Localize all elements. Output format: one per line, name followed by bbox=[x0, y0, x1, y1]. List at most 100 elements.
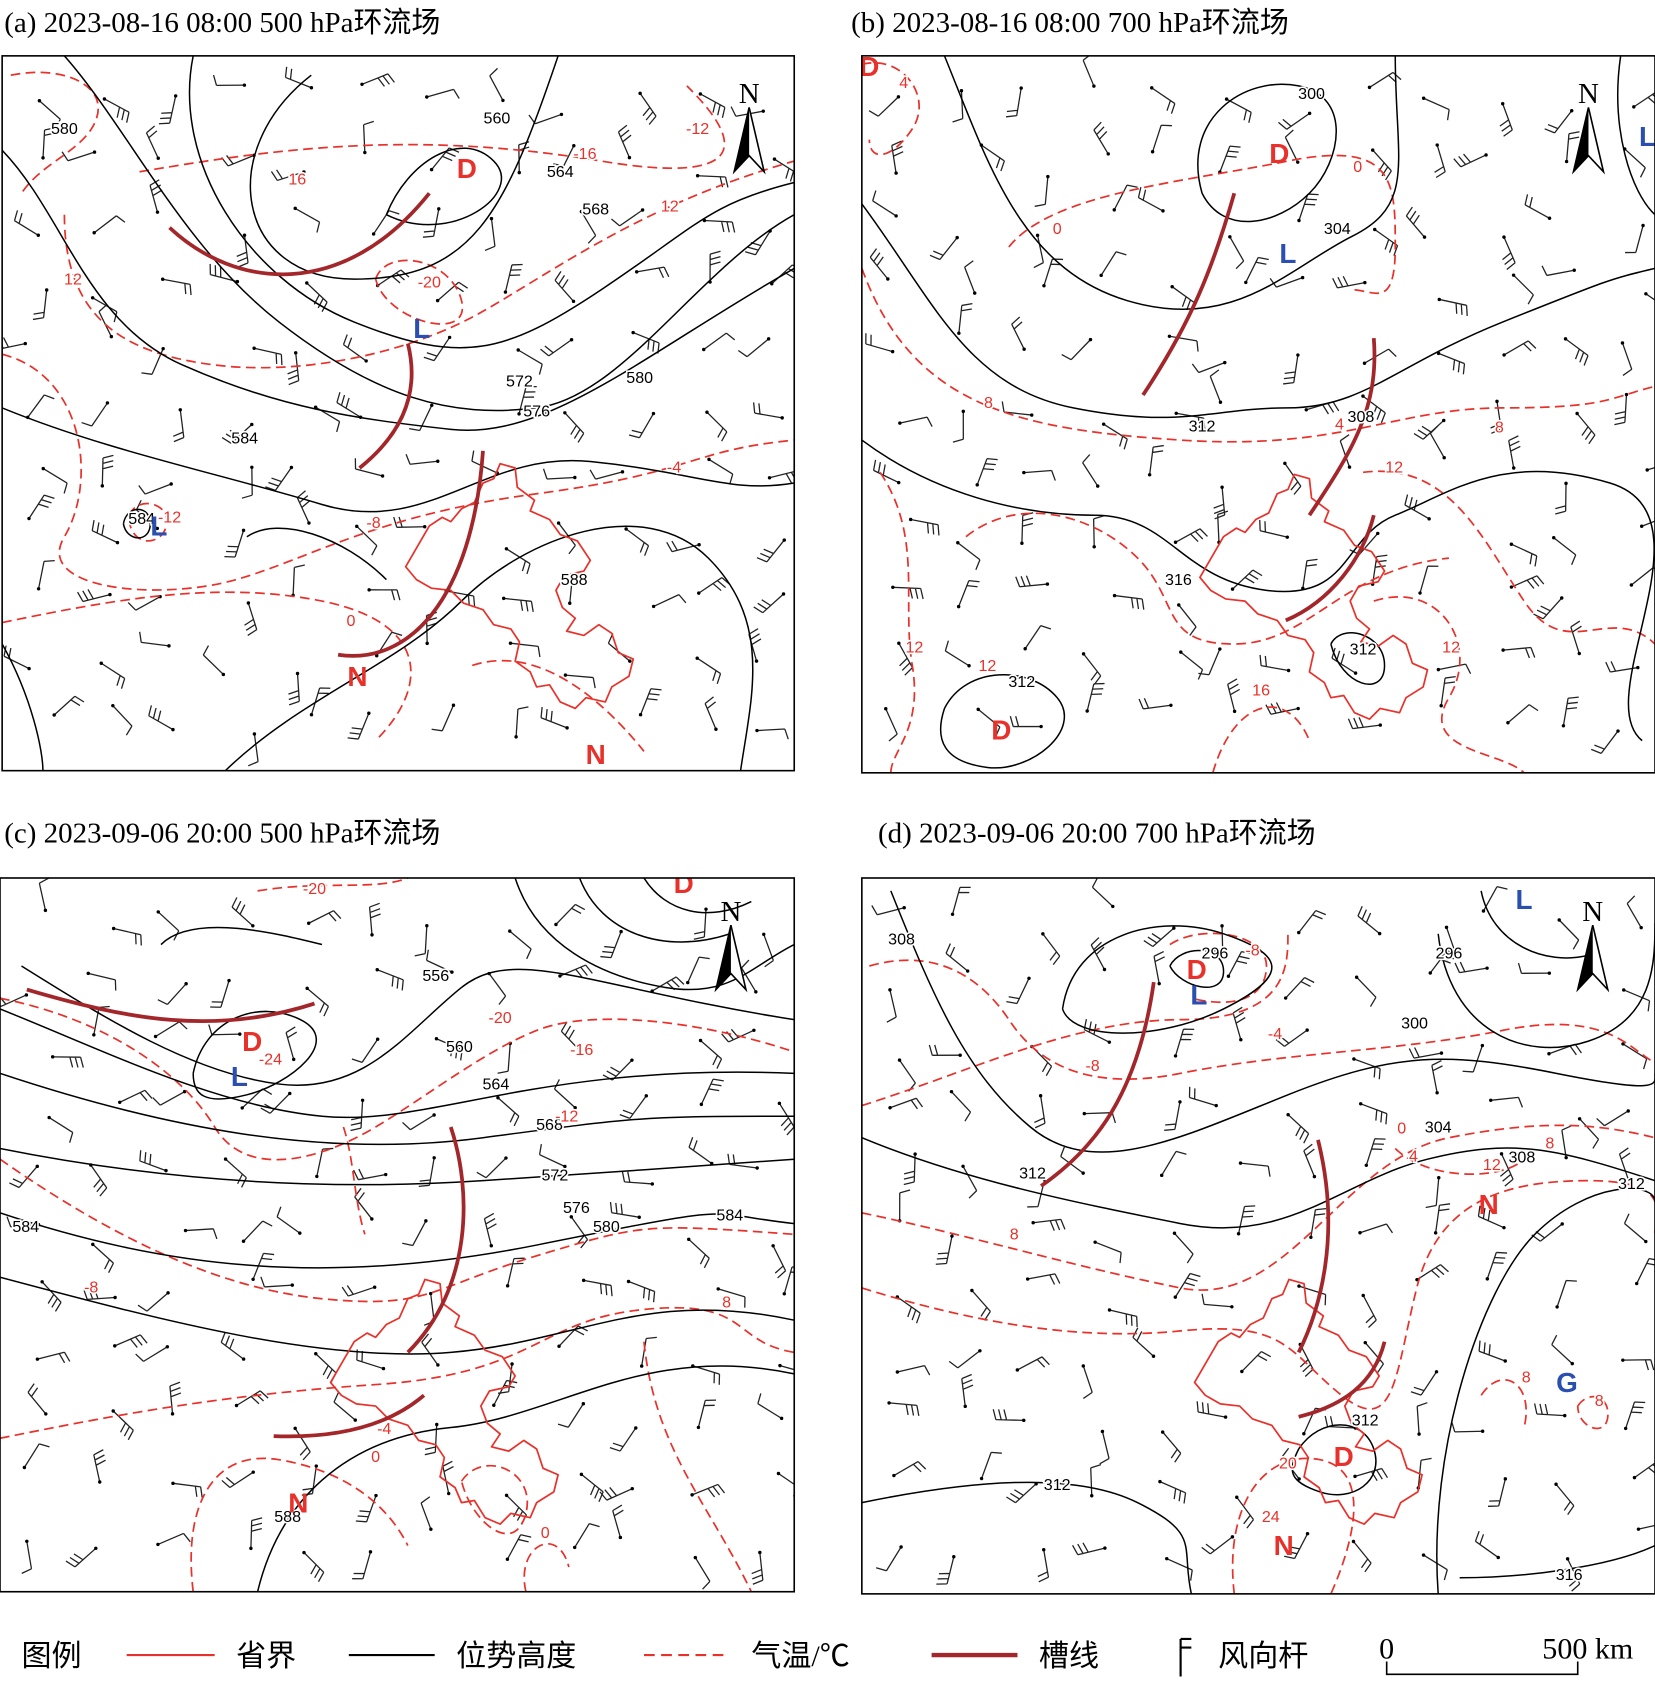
barb-station bbox=[1283, 996, 1288, 1000]
barb-station bbox=[353, 1418, 358, 1422]
wind-barb bbox=[1544, 110, 1573, 134]
wind-barb bbox=[81, 402, 108, 427]
wind-barb bbox=[632, 331, 660, 354]
wind-barb bbox=[1100, 251, 1127, 276]
wind-barb bbox=[1625, 225, 1644, 254]
panel-content: 300 304 308 312 316 312 312 0 0 4 8 8 12 12 12 16 4 12 D L D… bbox=[861, 55, 1655, 773]
system-label: D bbox=[674, 868, 694, 899]
height-label: 584 bbox=[231, 429, 258, 447]
barb-station bbox=[1022, 470, 1026, 475]
barb-station bbox=[223, 1157, 228, 1161]
barb-station bbox=[957, 331, 961, 335]
wind-barb bbox=[1023, 469, 1056, 481]
barb-station bbox=[156, 156, 160, 160]
barb-station bbox=[363, 150, 367, 155]
wind-barb bbox=[209, 263, 238, 283]
barb-station bbox=[755, 728, 759, 733]
wind-barb bbox=[1490, 1096, 1524, 1108]
barb-station bbox=[695, 656, 699, 660]
system-label: L bbox=[413, 313, 430, 344]
wind-barb bbox=[1647, 466, 1655, 471]
wind-barb bbox=[347, 712, 370, 740]
barb-station bbox=[1512, 466, 1516, 470]
wind-barb bbox=[425, 949, 453, 973]
wind-barb bbox=[422, 208, 440, 238]
wind-barb bbox=[1556, 1279, 1577, 1308]
height-label: 560 bbox=[484, 109, 511, 127]
wind-barb bbox=[889, 1402, 920, 1417]
barb-station bbox=[155, 210, 160, 214]
barb-station bbox=[1300, 275, 1305, 280]
isotherm bbox=[63, 160, 795, 369]
wind-barb bbox=[1001, 401, 1032, 416]
wind-barb bbox=[935, 1236, 953, 1265]
wind-barb bbox=[1625, 1401, 1646, 1429]
wind-barb bbox=[992, 1409, 1024, 1421]
wind-barb bbox=[1161, 1150, 1187, 1176]
barb-station bbox=[241, 1239, 246, 1243]
temp-label: -8 bbox=[1245, 941, 1259, 959]
wind-barb bbox=[212, 74, 245, 87]
wind-barb bbox=[1151, 124, 1172, 152]
barb-station bbox=[1437, 1176, 1441, 1180]
barb-station bbox=[1232, 709, 1237, 714]
isotherm bbox=[965, 512, 1450, 645]
wind-barb bbox=[898, 642, 913, 676]
height-contour bbox=[188, 55, 795, 349]
temp-label: 16 bbox=[1252, 682, 1270, 700]
height-contour bbox=[1617, 55, 1655, 216]
wind-barb bbox=[1474, 1530, 1499, 1558]
wind-barb bbox=[1103, 423, 1128, 450]
wind-barb bbox=[352, 1168, 386, 1181]
wind-barb bbox=[294, 1428, 311, 1461]
wind-barb bbox=[1092, 515, 1105, 547]
panel-title: (d) 2023-09-06 20:00 700 hPa环流场 bbox=[878, 818, 1316, 850]
barb-station bbox=[579, 1472, 584, 1477]
wind-barb bbox=[1645, 293, 1655, 301]
barb-station bbox=[1027, 976, 1031, 981]
barb-station bbox=[360, 1098, 365, 1103]
height-label: 312 bbox=[1618, 1175, 1645, 1193]
wind-barb bbox=[1159, 1481, 1187, 1504]
barb-station bbox=[972, 291, 977, 295]
wind-barb bbox=[162, 278, 192, 296]
wind-barb bbox=[1404, 494, 1430, 520]
barb-station bbox=[156, 1542, 160, 1547]
height-label: 584 bbox=[128, 510, 155, 528]
wind-barb bbox=[506, 1534, 532, 1560]
barb-station bbox=[1564, 159, 1569, 164]
barb-station bbox=[1626, 1178, 1631, 1183]
wind-barb bbox=[1431, 1060, 1443, 1093]
wind-barb bbox=[1362, 1295, 1377, 1328]
barb-station bbox=[24, 993, 29, 997]
barb-station bbox=[687, 1237, 691, 1242]
barb-station bbox=[1436, 667, 1441, 672]
wind-barb bbox=[138, 483, 172, 495]
barb-station bbox=[626, 1279, 631, 1284]
wind-barb bbox=[611, 209, 643, 227]
barb-station bbox=[754, 659, 759, 663]
barb-station bbox=[630, 1058, 634, 1062]
isotherm bbox=[861, 61, 920, 156]
wind-barb bbox=[778, 1102, 795, 1136]
barb-station bbox=[634, 1426, 638, 1430]
barb-station bbox=[1361, 394, 1365, 398]
wind-barb bbox=[554, 271, 574, 302]
barb-station bbox=[52, 713, 56, 717]
wind-barb bbox=[250, 1517, 263, 1549]
barb-station bbox=[451, 703, 456, 707]
wind-barb bbox=[1555, 483, 1567, 515]
barb-station bbox=[1433, 1231, 1438, 1235]
height-label: 312 bbox=[1044, 1476, 1071, 1494]
barb-station bbox=[1173, 1054, 1178, 1058]
barb-station bbox=[1179, 650, 1183, 654]
barb-station bbox=[314, 1352, 318, 1356]
height-contour bbox=[160, 926, 323, 946]
barb-station bbox=[164, 1168, 168, 1173]
barb-station bbox=[1363, 1340, 1367, 1345]
barb-station bbox=[372, 1285, 377, 1289]
height-contour bbox=[224, 525, 754, 771]
wind-barb bbox=[687, 956, 710, 983]
barb-station bbox=[579, 209, 584, 214]
wind-barb bbox=[1438, 663, 1472, 674]
